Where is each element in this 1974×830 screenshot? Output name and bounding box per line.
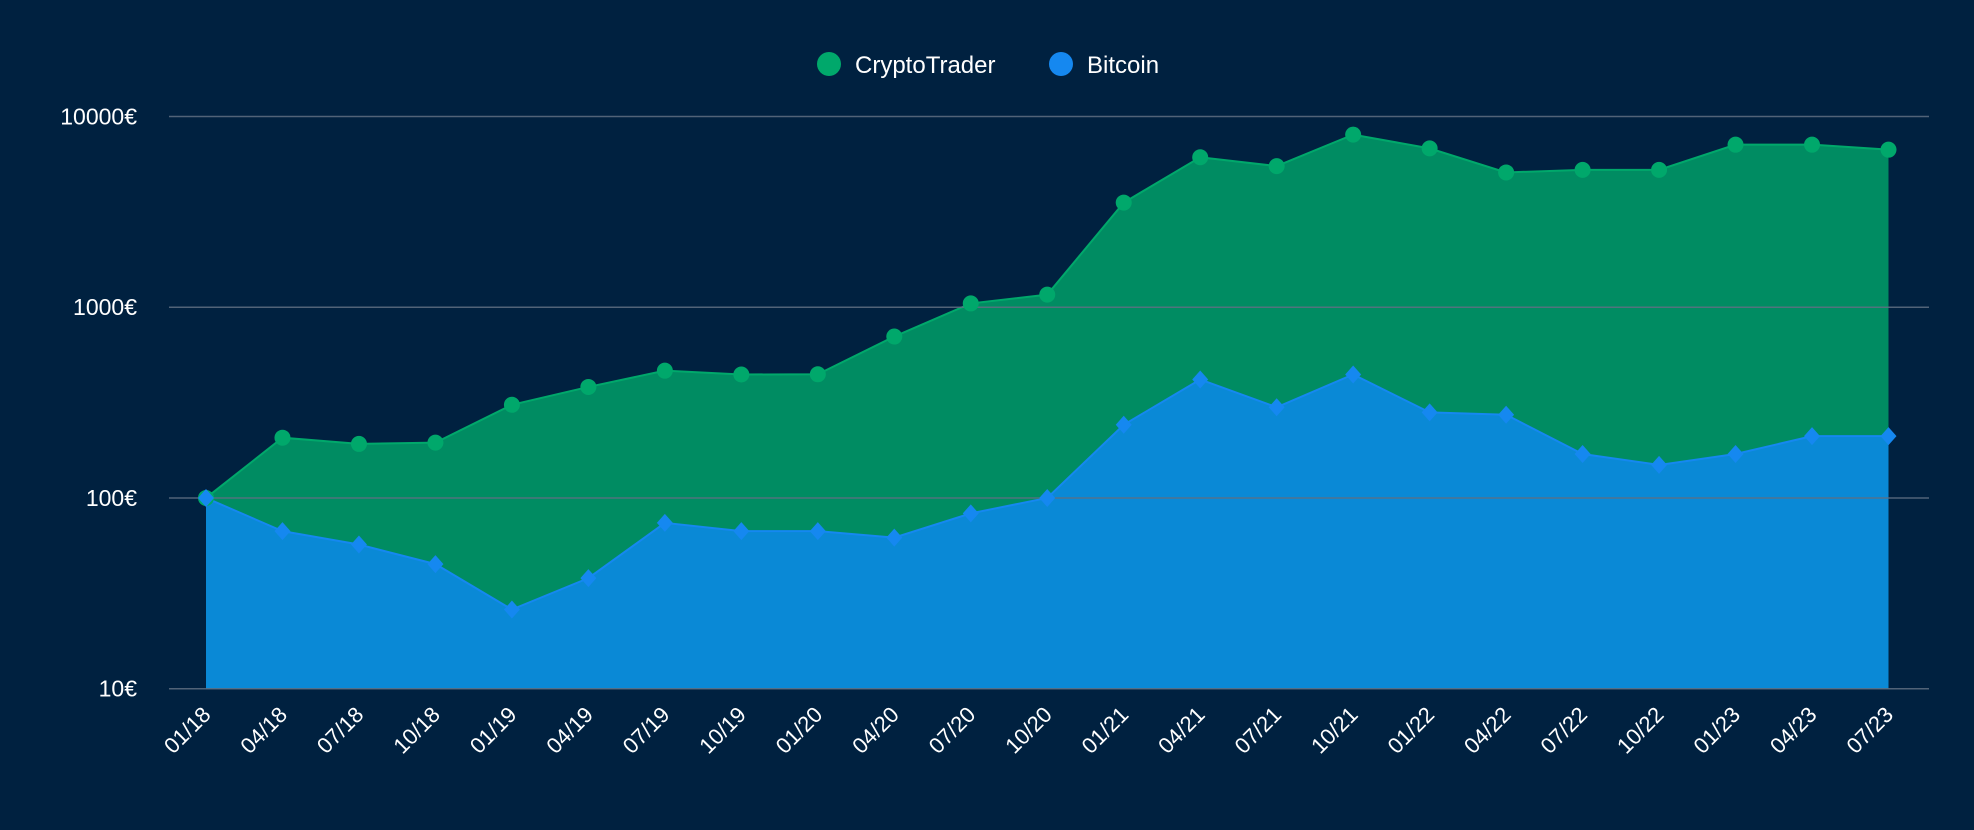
x-tick-label: 10/19 xyxy=(694,702,751,759)
x-tick-label: 04/22 xyxy=(1459,702,1516,759)
x-tick-label: 07/20 xyxy=(924,702,981,759)
point-bitcoin[interactable] xyxy=(1574,445,1591,464)
point-cryptotrader[interactable] xyxy=(886,328,903,345)
x-tick-label: 04/23 xyxy=(1765,702,1822,759)
x-tick-label: 10/20 xyxy=(1000,702,1057,759)
x-tick-label: 04/18 xyxy=(235,702,292,759)
area-bitcoin xyxy=(206,374,1889,689)
x-tick-label: 01/22 xyxy=(1383,702,1440,759)
point-bitcoin[interactable] xyxy=(1345,365,1362,384)
point-bitcoin[interactable] xyxy=(580,569,597,588)
point-bitcoin[interactable] xyxy=(733,522,750,541)
point-cryptotrader[interactable] xyxy=(1115,194,1132,211)
point-cryptotrader[interactable] xyxy=(1651,161,1668,178)
x-tick-label: 04/21 xyxy=(1153,702,1210,759)
point-bitcoin[interactable] xyxy=(503,600,520,619)
point-bitcoin[interactable] xyxy=(962,504,979,523)
legend: CryptoTrader Bitcoin xyxy=(817,52,1159,79)
point-cryptotrader[interactable] xyxy=(350,435,367,452)
point-bitcoin[interactable] xyxy=(427,555,444,574)
point-bitcoin[interactable] xyxy=(1727,445,1744,464)
point-cryptotrader[interactable] xyxy=(1804,136,1821,153)
point-bitcoin[interactable] xyxy=(1651,455,1668,474)
x-tick-label: 01/21 xyxy=(1077,702,1134,759)
legend-label-cryptotrader: CryptoTrader xyxy=(855,52,995,79)
y-tick-label: 10000€ xyxy=(60,104,137,130)
point-bitcoin[interactable] xyxy=(1115,415,1132,434)
point-bitcoin[interactable] xyxy=(1192,370,1209,389)
x-tick-label: 07/18 xyxy=(312,702,369,759)
x-tick-label: 04/20 xyxy=(847,702,904,759)
point-cryptotrader[interactable] xyxy=(1421,140,1438,157)
x-axis: 01/18 04/18 07/18 10/18 01/19 04/19 07/19 10/19… xyxy=(159,702,1898,759)
legend-item-bitcoin[interactable]: Bitcoin xyxy=(1049,52,1159,79)
point-cryptotrader[interactable] xyxy=(1574,161,1591,178)
legend-item-cryptotrader[interactable]: CryptoTrader xyxy=(817,52,995,79)
x-tick-label: 07/22 xyxy=(1536,702,1593,759)
point-cryptotrader[interactable] xyxy=(1039,286,1056,303)
point-cryptotrader[interactable] xyxy=(962,295,979,312)
point-cryptotrader[interactable] xyxy=(1880,141,1897,158)
y-tick-label: 10€ xyxy=(99,676,138,702)
x-tick-label: 10/21 xyxy=(1306,702,1363,759)
point-bitcoin[interactable] xyxy=(1498,405,1515,424)
point-bitcoin[interactable] xyxy=(1039,488,1056,507)
point-bitcoin[interactable] xyxy=(198,488,214,507)
point-cryptotrader[interactable] xyxy=(656,362,673,379)
point-cryptotrader[interactable] xyxy=(580,378,597,395)
series-areas xyxy=(205,133,1889,689)
y-tick-label: 100€ xyxy=(86,485,137,511)
point-cryptotrader[interactable] xyxy=(1192,149,1209,166)
legend-label-bitcoin: Bitcoin xyxy=(1087,52,1159,79)
x-tick-label: 07/23 xyxy=(1841,702,1898,759)
point-bitcoin[interactable] xyxy=(1421,403,1438,422)
point-cryptotrader[interactable] xyxy=(1498,164,1515,181)
x-tick-label: 07/21 xyxy=(1230,702,1287,759)
point-cryptotrader[interactable] xyxy=(1345,126,1362,143)
point-cryptotrader[interactable] xyxy=(1268,158,1285,175)
y-axis: 10€ 100€ 1000€ 10000€ xyxy=(60,104,137,702)
x-tick-label: 01/20 xyxy=(771,702,828,759)
point-cryptotrader[interactable] xyxy=(427,434,444,451)
x-tick-label: 07/19 xyxy=(618,702,675,759)
point-bitcoin[interactable] xyxy=(1804,427,1821,446)
x-tick-label: 01/23 xyxy=(1688,702,1745,759)
x-tick-label: 01/18 xyxy=(159,702,216,759)
point-bitcoin[interactable] xyxy=(350,535,367,554)
legend-marker-cryptotrader xyxy=(817,52,841,76)
y-tick-label: 1000€ xyxy=(73,294,137,320)
point-bitcoin[interactable] xyxy=(886,528,903,547)
point-bitcoin[interactable] xyxy=(274,522,291,541)
point-cryptotrader[interactable] xyxy=(1727,136,1744,153)
point-cryptotrader[interactable] xyxy=(809,366,826,383)
point-cryptotrader[interactable] xyxy=(733,366,750,383)
point-bitcoin[interactable] xyxy=(656,513,673,532)
point-bitcoin[interactable] xyxy=(1268,398,1285,417)
legend-marker-bitcoin xyxy=(1049,52,1073,76)
x-tick-label: 10/18 xyxy=(388,702,445,759)
x-tick-label: 10/22 xyxy=(1612,702,1669,759)
point-bitcoin[interactable] xyxy=(809,522,826,541)
point-cryptotrader[interactable] xyxy=(274,429,291,446)
point-bitcoin[interactable] xyxy=(1880,427,1897,446)
x-tick-label: 04/19 xyxy=(541,702,598,759)
point-cryptotrader[interactable] xyxy=(503,396,520,413)
x-tick-label: 01/19 xyxy=(465,702,522,759)
series-markers xyxy=(198,126,1897,619)
